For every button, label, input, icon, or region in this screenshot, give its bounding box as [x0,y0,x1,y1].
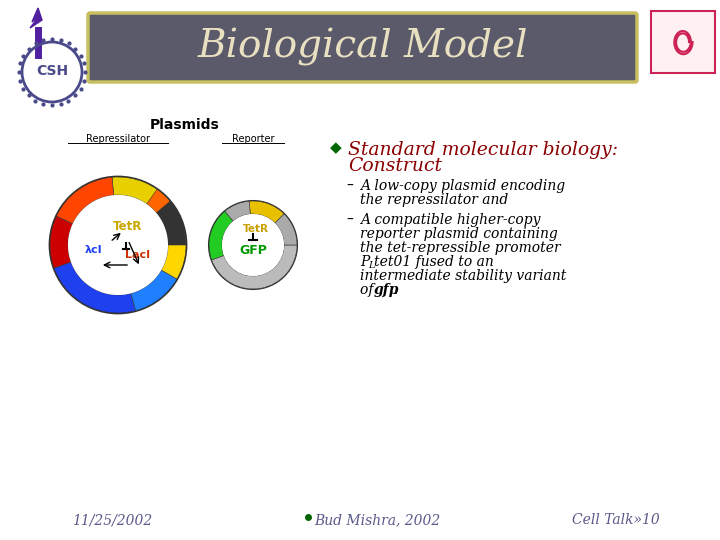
Text: –: – [346,179,353,193]
Circle shape [209,201,297,289]
Text: reporter plasmid containing: reporter plasmid containing [360,227,558,241]
Text: Standard molecular biology:: Standard molecular biology: [348,141,618,159]
Circle shape [222,214,284,276]
Text: GFP: GFP [239,245,267,258]
Text: Repressilator: Repressilator [86,134,150,144]
Text: LacI: LacI [125,250,150,260]
Text: A low-copy plasmid encoding: A low-copy plasmid encoding [360,179,565,193]
Text: Reporter: Reporter [232,134,274,144]
Text: –: – [346,213,353,227]
Wedge shape [212,245,297,289]
Circle shape [50,177,186,313]
Text: Construct: Construct [348,157,442,175]
Text: .: . [394,283,398,297]
Wedge shape [54,262,135,313]
FancyBboxPatch shape [651,11,715,73]
Wedge shape [131,270,177,310]
Wedge shape [159,206,185,237]
Text: of: of [360,283,378,297]
Wedge shape [275,214,297,245]
Wedge shape [56,177,114,224]
Text: Biological Model: Biological Model [198,28,528,66]
Text: the repressilator and: the repressilator and [360,193,508,207]
Text: Bud Mishra, 2002: Bud Mishra, 2002 [314,513,440,527]
Wedge shape [156,201,186,245]
Text: intermediate stability variant: intermediate stability variant [360,269,567,283]
Text: P: P [360,255,369,269]
Wedge shape [147,190,174,217]
Wedge shape [225,201,251,221]
Text: Plasmids: Plasmids [150,118,220,132]
Text: Cell Talk»10: Cell Talk»10 [572,513,660,527]
Text: ◆: ◆ [330,140,342,156]
Text: the tet-repressible promoter: the tet-repressible promoter [360,241,561,255]
Polygon shape [30,8,42,28]
Text: λcI: λcI [85,245,103,255]
Text: TetR: TetR [113,220,143,233]
Wedge shape [209,211,233,260]
Text: TetR: TetR [243,224,269,234]
Text: gfp: gfp [374,283,400,297]
Text: A compatible higher-copy: A compatible higher-copy [360,213,541,227]
FancyBboxPatch shape [88,13,637,82]
Wedge shape [50,216,73,268]
Text: tet01 fused to an: tet01 fused to an [374,255,494,269]
Wedge shape [161,233,186,279]
Text: L: L [368,261,374,271]
Circle shape [68,195,168,295]
Text: CSH: CSH [36,64,68,78]
Wedge shape [112,177,170,213]
Text: 11/25/2002: 11/25/2002 [72,513,152,527]
Wedge shape [249,201,284,223]
